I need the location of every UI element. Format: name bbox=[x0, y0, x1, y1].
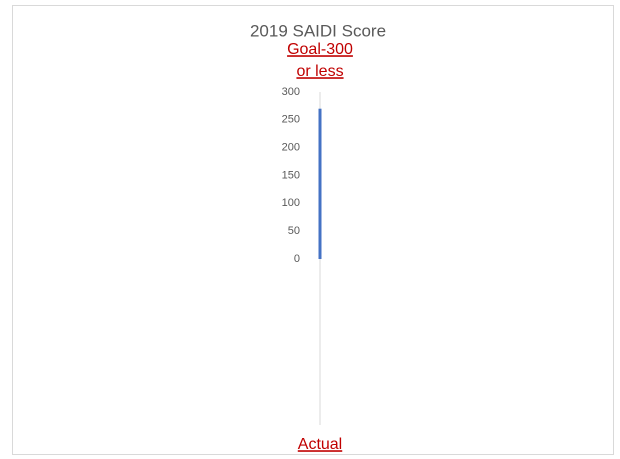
chart-frame bbox=[12, 5, 614, 455]
y-tick-label: 300 bbox=[282, 86, 300, 98]
y-tick-label: 50 bbox=[288, 225, 300, 237]
x-tick-label: Actual bbox=[298, 436, 342, 453]
y-tick-label: 0 bbox=[294, 253, 300, 265]
y-tick-label: 250 bbox=[282, 114, 300, 126]
bar bbox=[318, 108, 322, 259]
y-tick-label: 150 bbox=[282, 169, 300, 181]
annotation: or less bbox=[296, 63, 343, 80]
chart-title: 2019 SAIDI Score bbox=[250, 21, 386, 40]
y-tick-label: 200 bbox=[282, 142, 300, 154]
annotation: Goal-300 bbox=[287, 41, 353, 58]
y-tick-label: 100 bbox=[282, 197, 300, 209]
